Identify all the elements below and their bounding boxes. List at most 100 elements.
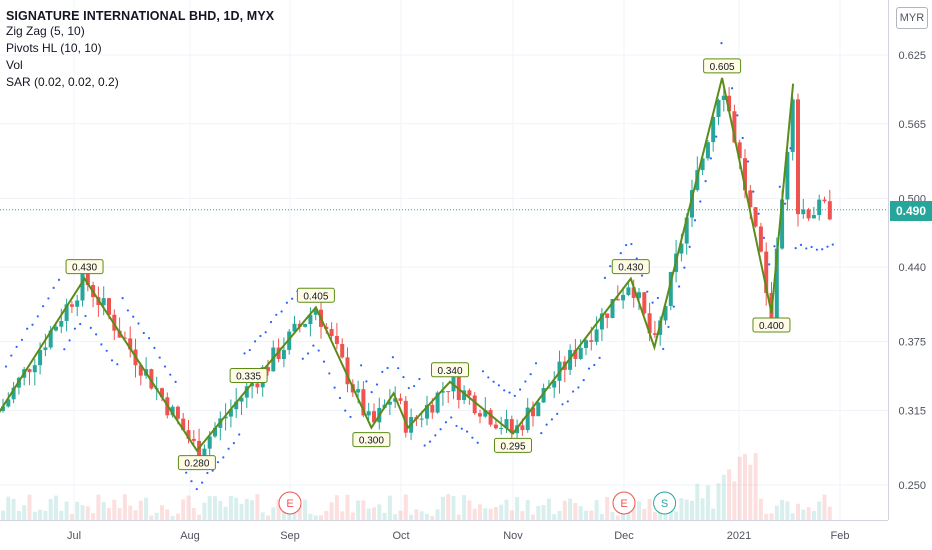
sar-dot — [126, 309, 129, 312]
candle-body — [313, 309, 318, 315]
candle-body — [446, 391, 451, 393]
volume-bar — [753, 453, 758, 520]
sar-dot — [455, 424, 458, 428]
candle-body — [690, 190, 694, 218]
sar-dot — [317, 349, 320, 352]
candle-body — [403, 400, 408, 433]
volume-bar — [218, 501, 223, 520]
indicator-sar[interactable]: SAR (0.02, 0.02, 0.2) — [6, 75, 119, 89]
pivot-label: 0.295 — [494, 437, 532, 453]
sar-dot — [328, 372, 331, 375]
sar-dot — [57, 278, 61, 281]
x-tick-label: 2021 — [727, 530, 751, 542]
candle-body — [732, 111, 737, 143]
volume-bar — [668, 509, 673, 520]
sar-dot — [291, 297, 294, 300]
candle-body — [48, 330, 53, 348]
sar-dot — [826, 245, 829, 248]
sar-dot — [497, 384, 500, 387]
candle-body — [594, 329, 599, 342]
sar-dot — [815, 248, 819, 251]
volume-bar — [213, 496, 217, 520]
sar-dot — [731, 87, 734, 90]
sar-dot — [524, 380, 527, 383]
pivot-label-text: 0.400 — [759, 321, 784, 332]
sar-dot — [407, 386, 410, 390]
sar-dot — [609, 265, 612, 268]
volume-bar — [811, 510, 816, 520]
pivot-label: 0.405 — [296, 287, 335, 303]
sar-dot — [312, 344, 315, 347]
volume-bar — [557, 510, 562, 520]
sar-dot — [757, 212, 760, 215]
currency-button[interactable]: MYR — [896, 7, 928, 29]
sar-dot — [36, 315, 39, 318]
candles — [1, 87, 832, 459]
symbol-title[interactable]: SIGNATURE INTERNATIONAL BHD, 1D, MYX — [6, 9, 275, 23]
candle-body — [356, 389, 361, 393]
sar-dot — [52, 286, 55, 290]
sar-dot — [116, 363, 119, 366]
volume-bar — [801, 509, 806, 520]
indicator-zigzag[interactable]: Zig Zag (5, 10) — [6, 24, 85, 38]
candle-body — [387, 401, 392, 405]
volume-bar — [96, 494, 101, 520]
sar-dot — [587, 367, 591, 370]
volume-bar — [594, 500, 599, 520]
volume-bar — [515, 496, 520, 520]
sar-dot — [582, 379, 585, 382]
candle-body — [705, 142, 710, 159]
sar-dot — [566, 400, 569, 403]
sar-dot — [163, 365, 167, 368]
candle-body — [531, 407, 535, 417]
volume-bar — [234, 497, 239, 520]
sar-dot — [625, 243, 628, 247]
candle-body — [366, 411, 371, 416]
sar-dot — [42, 305, 45, 308]
volume-bar — [149, 515, 154, 520]
volume-bar — [303, 499, 308, 520]
candle-body — [541, 388, 546, 403]
sar-dot — [646, 290, 649, 293]
volume-bar — [165, 509, 170, 520]
candle-body — [239, 397, 244, 402]
volume-bar — [398, 510, 403, 520]
volume-bar — [737, 456, 742, 520]
candle-body — [780, 199, 785, 249]
sar-dot — [222, 456, 225, 459]
x-tick-label: Jul — [67, 530, 81, 542]
volume-bar — [790, 513, 795, 520]
pivot-label-box — [752, 317, 791, 333]
candle-body — [266, 367, 270, 372]
sar-dot — [561, 403, 564, 406]
sar-dot — [630, 242, 633, 246]
candle-body — [785, 151, 790, 200]
volume-bar — [780, 499, 785, 520]
volume-bar — [223, 506, 228, 520]
candle-body — [748, 190, 753, 208]
sar-dot — [31, 323, 34, 326]
volume-bar — [637, 501, 641, 520]
volume-bar — [764, 513, 769, 520]
x-tick-label: Aug — [180, 530, 200, 542]
volume-bar — [260, 512, 265, 520]
sar-dot — [540, 432, 543, 435]
sar-dot — [79, 322, 82, 326]
volume-bar — [387, 495, 392, 520]
volume-bar — [743, 454, 747, 520]
volume-bar — [700, 498, 705, 520]
volume-bar — [467, 500, 472, 520]
volume-bar — [499, 504, 504, 520]
volume-bar — [170, 515, 175, 520]
sar-dot — [26, 327, 29, 330]
indicator-pivots[interactable]: Pivots HL (10, 10) — [6, 41, 102, 55]
sar-dot — [683, 266, 686, 269]
sar-dot — [656, 296, 660, 300]
volume-bar — [244, 498, 249, 520]
candle-body — [181, 418, 186, 431]
indicator-volume[interactable]: Vol — [6, 58, 23, 72]
y-tick-label: 0.565 — [898, 119, 926, 131]
sar-dot — [434, 434, 437, 437]
candle-body — [207, 436, 212, 449]
